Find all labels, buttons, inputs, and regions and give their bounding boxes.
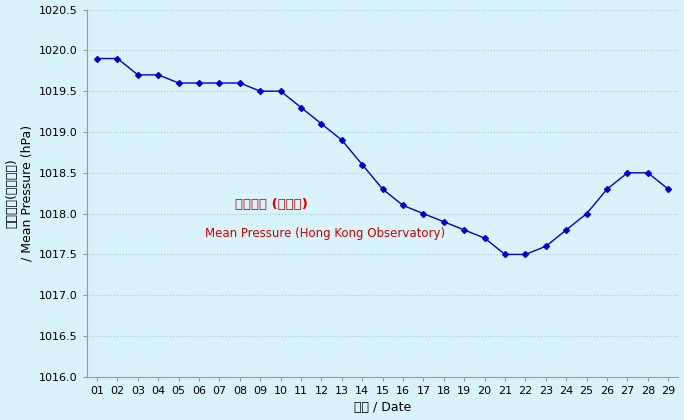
Text: Mean Pressure (Hong Kong Observatory): Mean Pressure (Hong Kong Observatory) [205,227,445,240]
X-axis label: 日期 / Date: 日期 / Date [354,402,411,415]
Text: 平均氣壓 (天文台): 平均氣壓 (天文台) [235,198,308,211]
Y-axis label: 平均氣壓(百帕斯卡)
/ Mean Pressure (hPa): 平均氣壓(百帕斯卡) / Mean Pressure (hPa) [5,125,34,261]
